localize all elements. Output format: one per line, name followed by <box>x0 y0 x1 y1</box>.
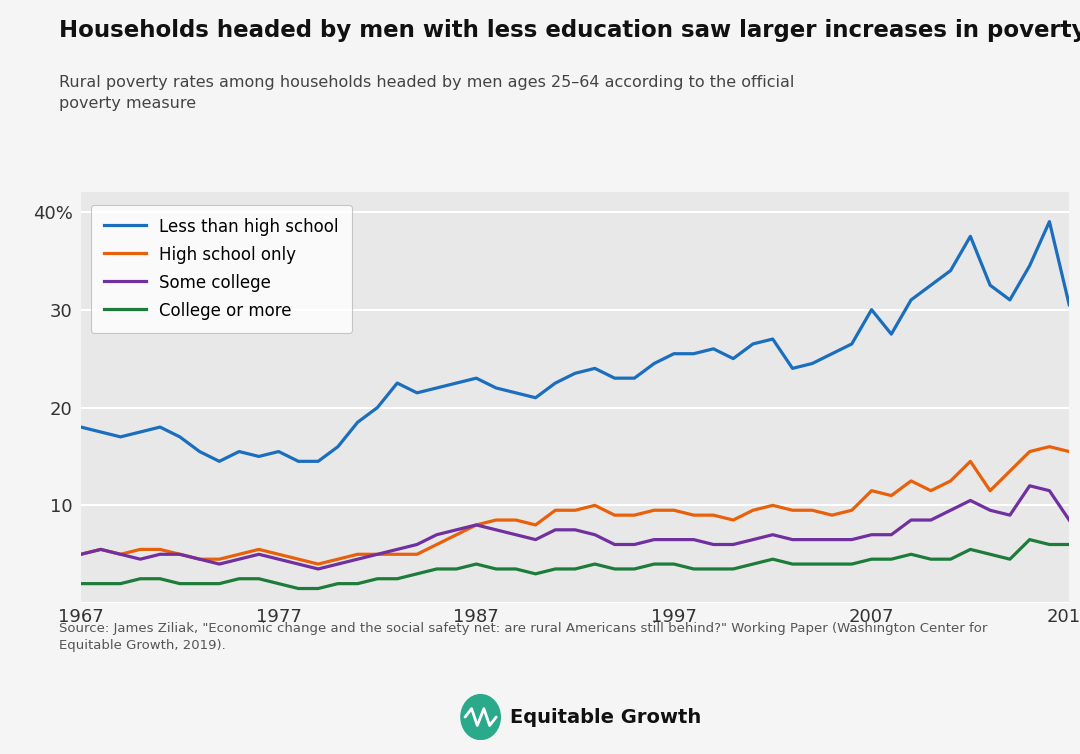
Text: Source: James Ziliak, "Economic change and the social safety net: are rural Amer: Source: James Ziliak, "Economic change a… <box>59 622 988 652</box>
Circle shape <box>461 694 500 740</box>
Text: Households headed by men with less education saw larger increases in poverty: Households headed by men with less educa… <box>59 19 1080 42</box>
Legend: Less than high school, High school only, Some college, College or more: Less than high school, High school only,… <box>91 204 352 333</box>
Text: Equitable Growth: Equitable Growth <box>510 707 701 727</box>
Text: Rural poverty rates among households headed by men ages 25–64 according to the o: Rural poverty rates among households hea… <box>59 75 795 111</box>
